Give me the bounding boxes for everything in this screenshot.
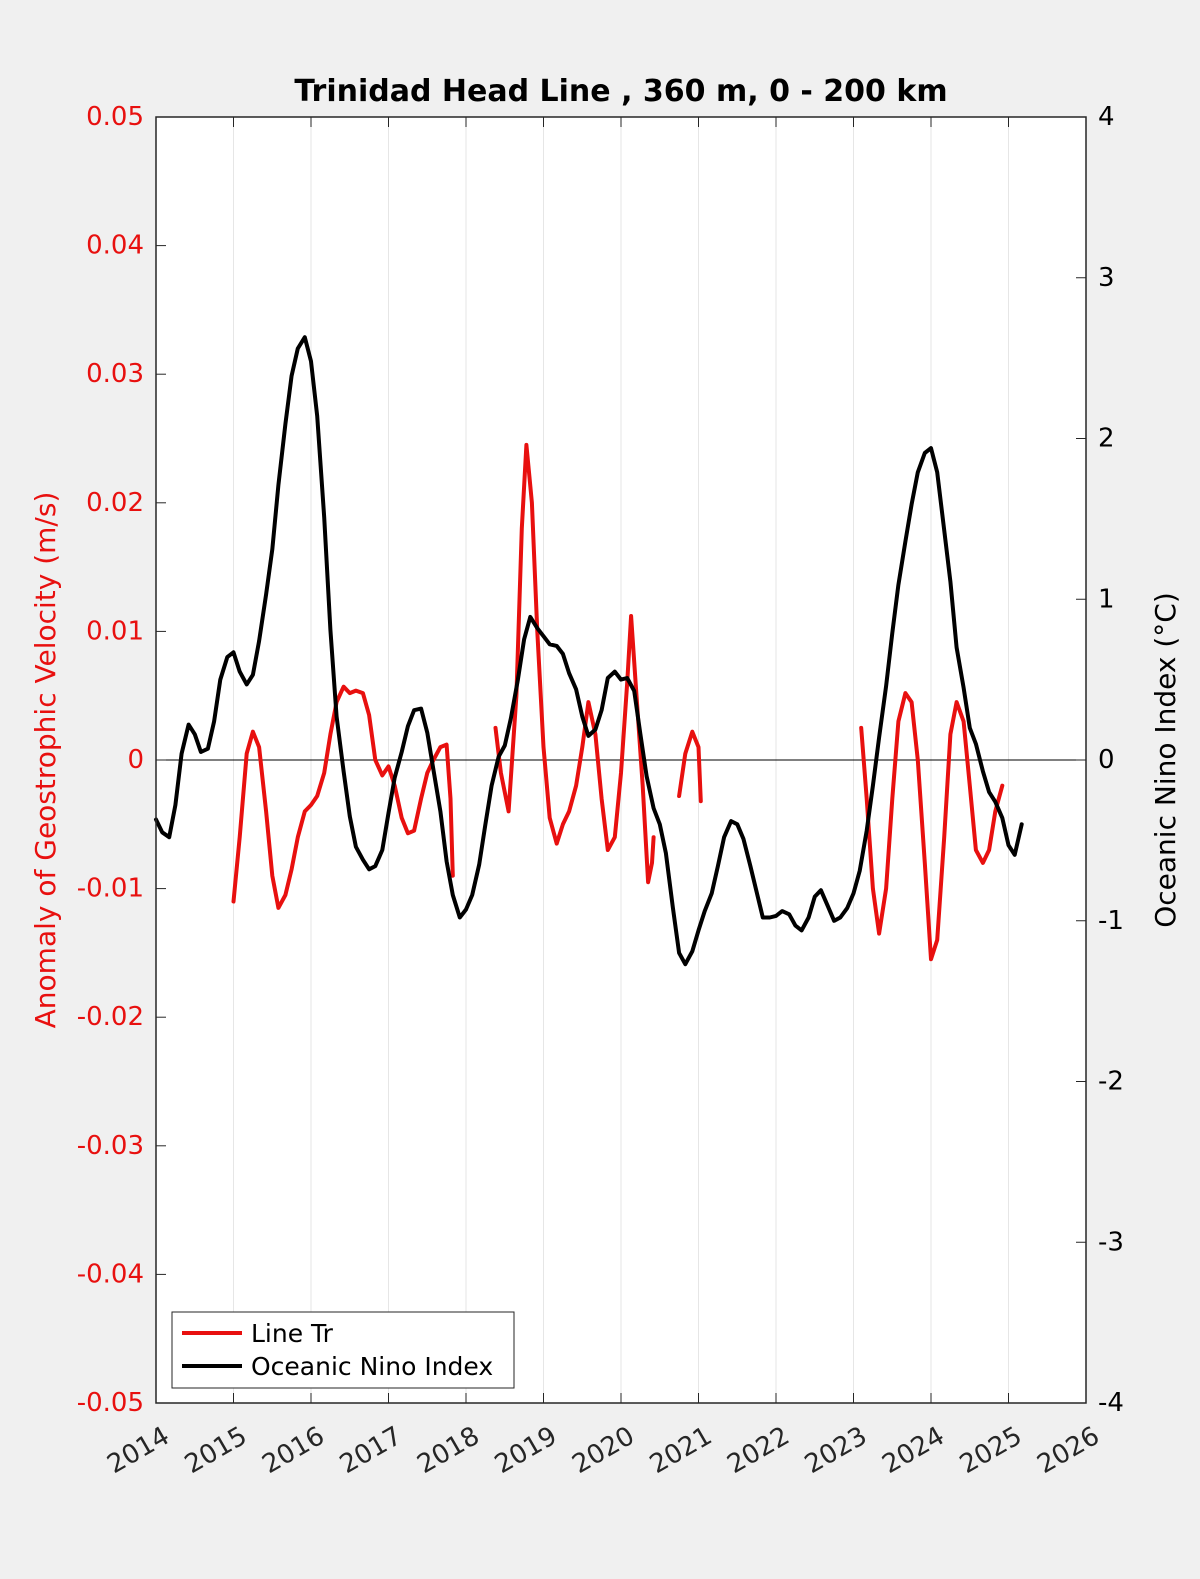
chart-title: Trinidad Head Line , 360 m, 0 - 200 km: [294, 74, 947, 109]
y-right-tick-label: -1: [1098, 906, 1124, 936]
y-axis-right: -4 -3 -2 -1 0 1 2 3 4: [1076, 102, 1124, 1418]
y-right-tick-label: 3: [1098, 263, 1115, 293]
y-right-tick-label: -2: [1098, 1067, 1124, 1097]
y-left-tick-label: 0.03: [86, 359, 144, 389]
series-line-tr-segment-1: [493, 442, 656, 885]
series-line-tr-segment-3: [859, 691, 1005, 962]
y-right-tick-label: 1: [1098, 584, 1115, 614]
series-line-tr-segment-2: [677, 729, 703, 804]
legend-label-line-tr: Line Tr: [251, 1319, 334, 1348]
y-right-tick-label: -4: [1098, 1388, 1124, 1418]
series-oni-segment-0: [154, 335, 1024, 967]
y-right-tick-label: 2: [1098, 424, 1115, 454]
y-left-tick-label: 0.01: [86, 616, 144, 646]
y-right-tick-label: 4: [1098, 102, 1115, 132]
legend-box: [171, 1311, 515, 1389]
y-left-tick-label: 0.04: [86, 231, 144, 261]
series-line-tr-segment-0: [231, 684, 455, 910]
y-left-tick-label: -0.05: [77, 1388, 144, 1418]
y-left-tick-label: 0.05: [86, 102, 144, 132]
y-left-tick-label: -0.04: [77, 1259, 144, 1289]
y-left-tick-label: -0.01: [77, 874, 144, 904]
y-left-tick-label: -0.03: [77, 1131, 144, 1161]
y-axis-left: -0.05 -0.04 -0.03 -0.02 -0.01 0 0.01 0.02 0.03 0.…: [77, 102, 166, 1418]
series-group: [154, 335, 1024, 967]
legend: Line Tr Oceanic Nino Index: [171, 1311, 515, 1389]
y-right-tick-label: -3: [1098, 1227, 1124, 1257]
y-left-tick-label: -0.02: [77, 1002, 144, 1032]
y-right-tick-label: 0: [1098, 745, 1115, 775]
y-axis-right-label: Oceanic Nino Index (°C): [1149, 592, 1182, 928]
y-axis-left-label: Anomaly of Geostrophic Velocity (m/s): [29, 492, 62, 1029]
y-left-tick-label: 0.02: [86, 488, 144, 518]
legend-label-oni: Oceanic Nino Index: [251, 1352, 493, 1381]
y-left-tick-label: 0: [127, 745, 144, 775]
